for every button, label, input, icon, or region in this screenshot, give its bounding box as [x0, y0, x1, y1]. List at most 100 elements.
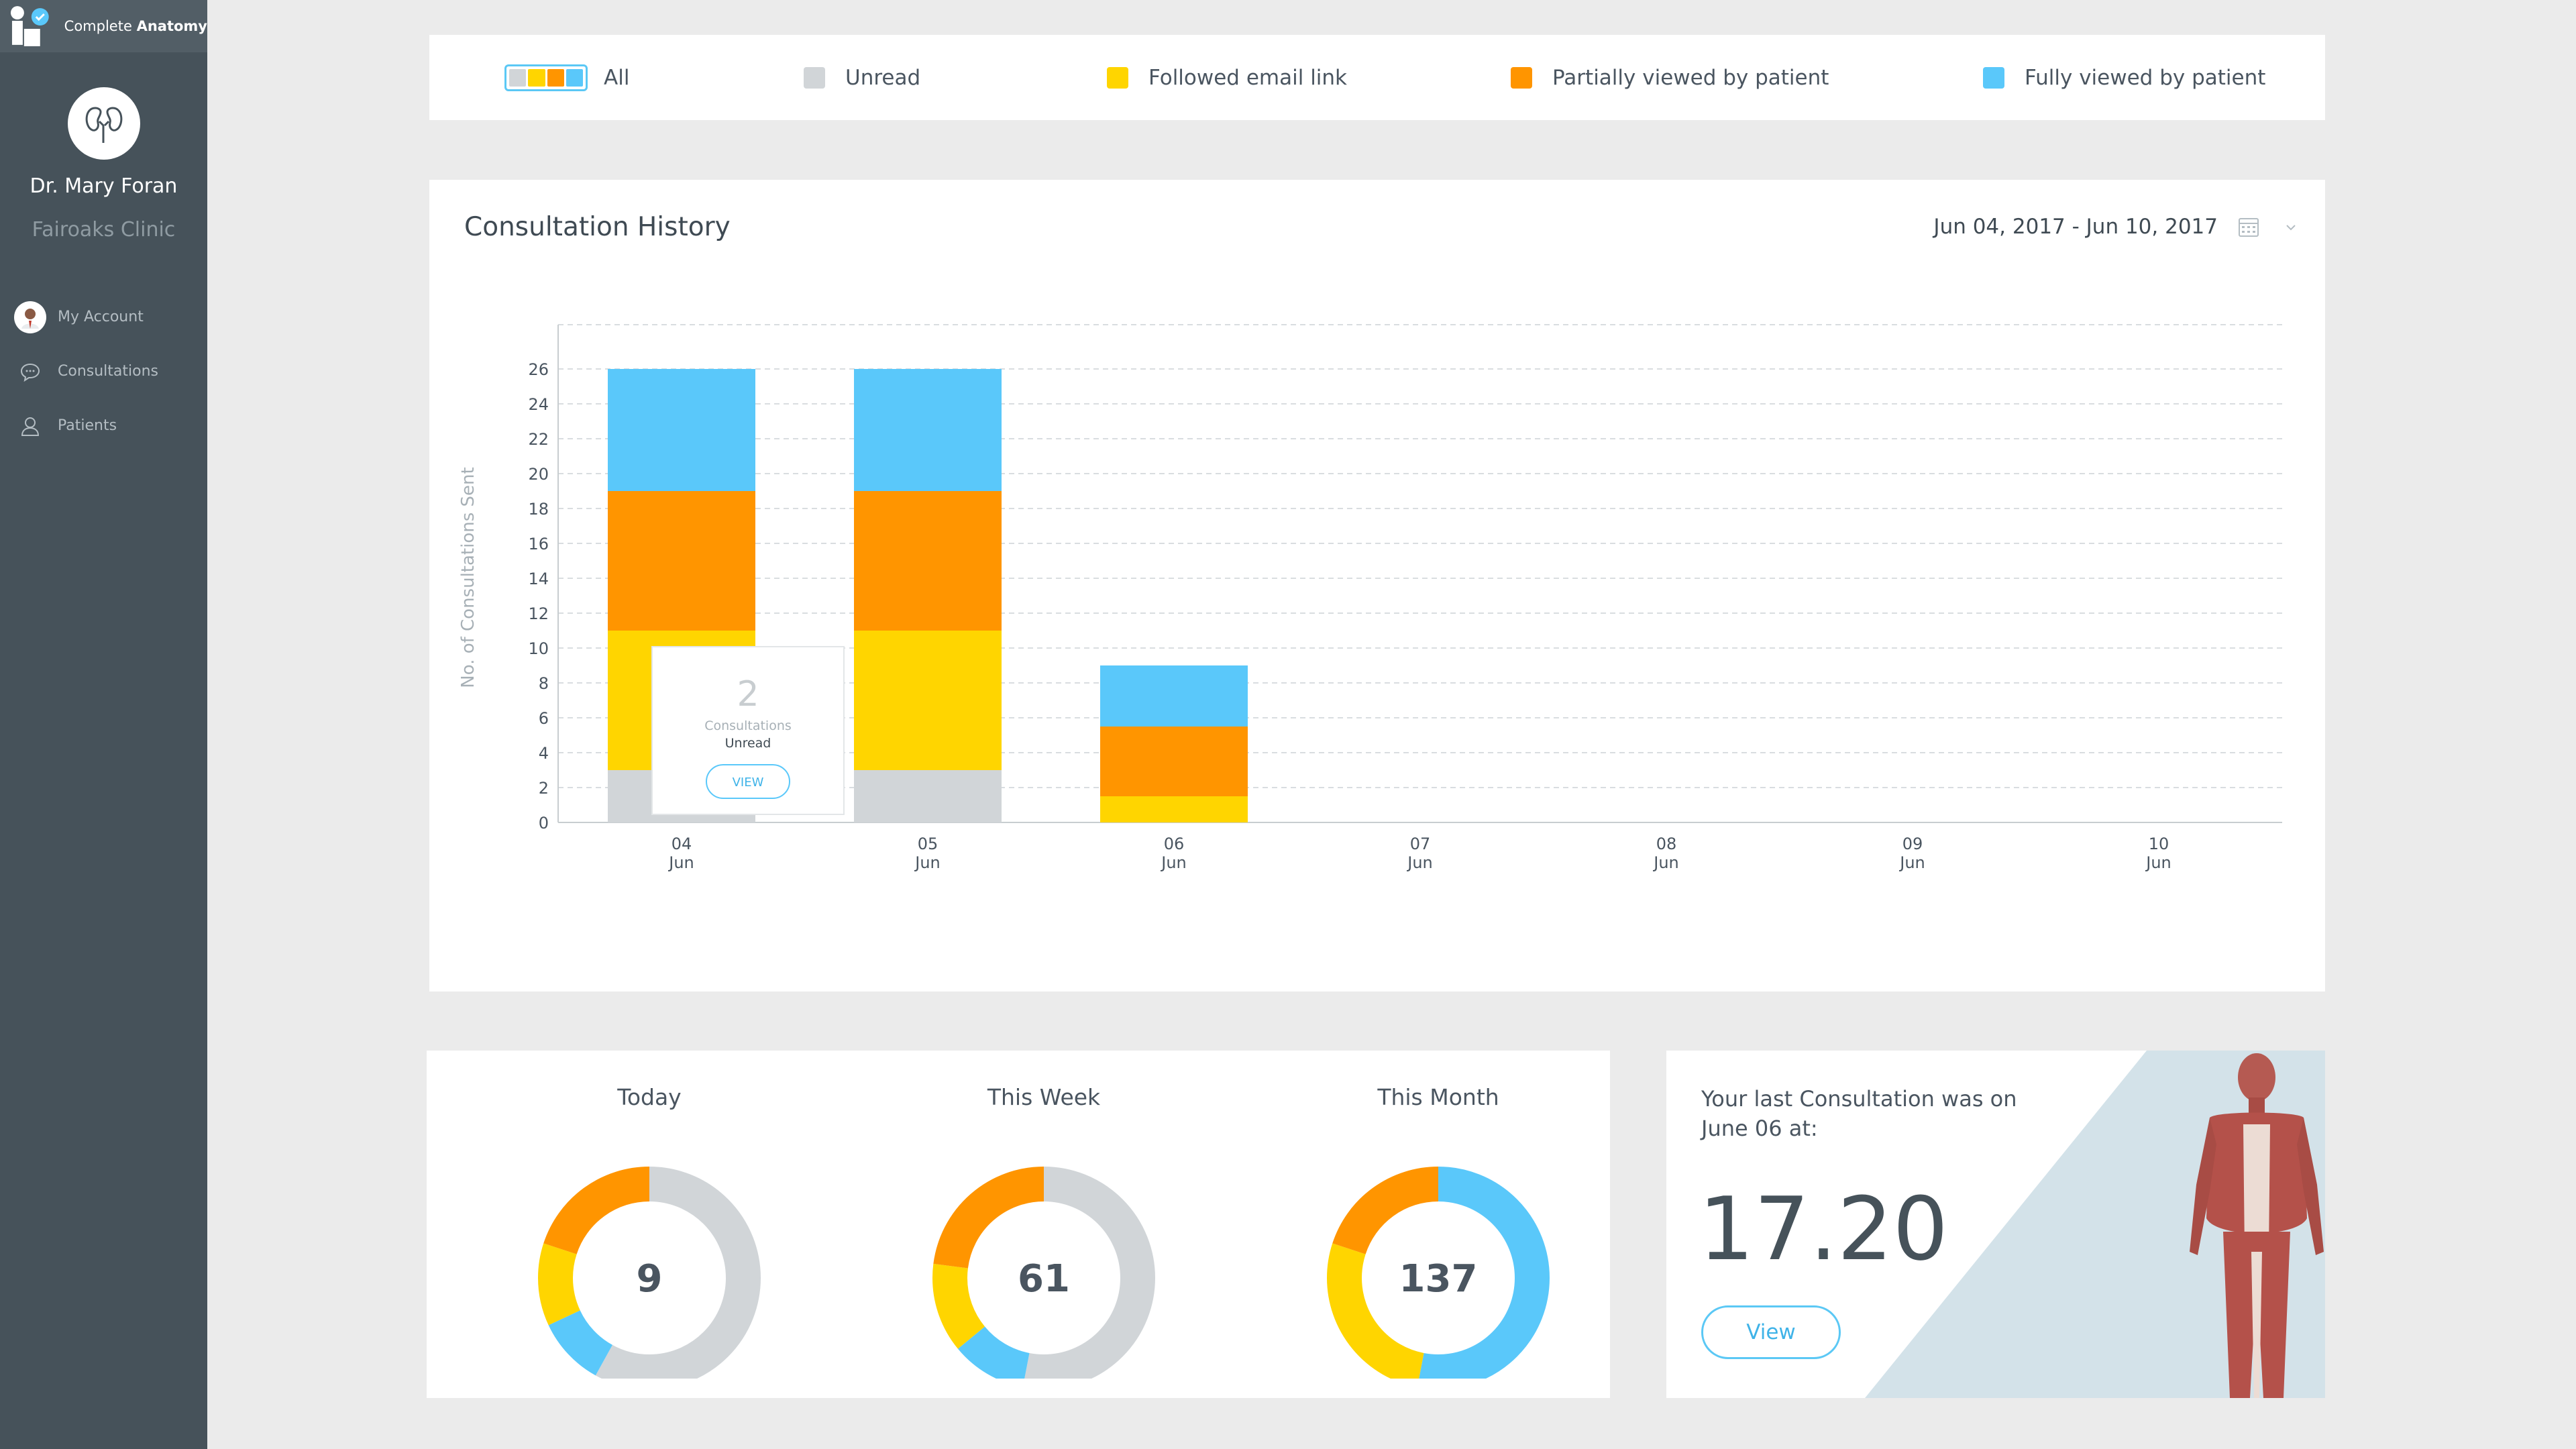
bar-tooltip: 2 Consultations Unread VIEW [651, 646, 845, 815]
y-tick-label: 20 [528, 465, 549, 484]
y-tick-label: 8 [539, 674, 549, 693]
donut-segment [538, 1167, 761, 1389]
stats-card: Today 9 This Week 61 This Month 137 [427, 1051, 1610, 1398]
x-tick-month: Jun [1898, 853, 1925, 872]
sidebar-item-my-account[interactable]: My Account [0, 290, 207, 344]
bar-segment [854, 369, 1002, 491]
tooltip-view-button[interactable] [706, 764, 790, 799]
y-tick-label: 6 [539, 709, 549, 728]
filter-full[interactable]: Fully viewed by patient [1983, 66, 2265, 90]
view-last-consultation-button[interactable]: View [1701, 1305, 1841, 1359]
bar-segment [608, 369, 755, 491]
unread-swatch-icon [804, 66, 825, 89]
history-title: Consultation History [464, 212, 731, 242]
today-donut-chart[interactable]: 9 [515, 1110, 784, 1389]
month-donut-chart[interactable]: 137 [1304, 1110, 1572, 1389]
last-consultation-card: Your last Consultation was on June 06 at… [1666, 1051, 2325, 1398]
week-donut-chart[interactable]: 61 [910, 1110, 1178, 1389]
tooltip-line1: Consultations [704, 718, 792, 733]
x-tick-day: 05 [918, 835, 938, 853]
donut-segment [1327, 1167, 1550, 1389]
y-tick-label: 2 [539, 779, 549, 798]
stat-week: This Week 61 [910, 1051, 1178, 1389]
bar-segment [608, 491, 755, 631]
y-tick-label: 24 [528, 395, 549, 414]
donut-segment [932, 1167, 1155, 1389]
partial-swatch-icon [1511, 66, 1532, 89]
sidebar-item-consultations[interactable]: Consultations [0, 344, 207, 398]
stat-today-label: Today [617, 1084, 682, 1110]
anatomy-background [1865, 1051, 2325, 1398]
person-icon [13, 409, 47, 443]
chevron-down-icon[interactable] [2284, 220, 2298, 235]
profile-section: Dr. Mary Foran Fairoaks Clinic [0, 52, 207, 241]
y-tick-label: 16 [528, 535, 549, 553]
filter-full-label: Fully viewed by patient [2025, 65, 2266, 90]
x-tick-day: 10 [2149, 835, 2169, 853]
calendar-icon[interactable] [2237, 215, 2261, 239]
stat-week-label: This Week [987, 1084, 1101, 1110]
last-consultation-time: 17.20 [1699, 1178, 1949, 1280]
donut-segment [1327, 1167, 1550, 1389]
x-tick-day: 04 [672, 835, 692, 853]
app-logo-icon [10, 6, 49, 46]
last-consultation-text: Your last Consultation was on June 06 at… [1701, 1086, 2017, 1141]
followed-swatch-icon [1107, 66, 1128, 89]
donut-segment [538, 1167, 761, 1389]
filter-followed-label: Followed email link [1148, 65, 1348, 90]
donut-total: 9 [637, 1257, 663, 1301]
bar-segment [1100, 665, 1248, 727]
x-tick-month: Jun [2145, 853, 2171, 872]
sidebar-nav: My Account Consultations Patients [0, 290, 207, 453]
x-tick-month: Jun [914, 853, 941, 872]
bar-segment [1100, 727, 1248, 796]
filter-all[interactable]: All [504, 64, 629, 91]
y-axis-label: No. of Consultations Sent [458, 467, 478, 688]
date-range-picker[interactable]: Jun 04, 2017 - Jun 10, 2017 [1933, 215, 2218, 239]
kidney-icon [85, 107, 122, 143]
filter-partial[interactable]: Partially viewed by patient [1511, 66, 1829, 90]
sidebar-item-label: Patients [58, 417, 117, 434]
x-tick-day: 07 [1410, 835, 1431, 853]
bar-segment [1100, 796, 1248, 822]
bar-segment [854, 631, 1002, 770]
y-tick-label: 14 [528, 570, 549, 588]
sidebar: Complete Anatomy Dr. Mary Foran Fairoaks… [0, 0, 207, 1449]
filter-unread[interactable]: Unread [804, 66, 920, 90]
tooltip-value: 2 [737, 674, 759, 714]
tooltip-line2: Unread [725, 736, 771, 751]
stat-month-label: This Month [1377, 1084, 1499, 1110]
y-tick-label: 18 [528, 500, 549, 519]
x-tick-day: 06 [1164, 835, 1185, 853]
y-tick-label: 0 [539, 814, 549, 833]
sidebar-item-patients[interactable]: Patients [0, 398, 207, 453]
y-tick-label: 4 [539, 744, 549, 763]
muscle-figure-icon [2190, 1053, 2324, 1398]
stat-month: This Month 137 [1304, 1051, 1572, 1389]
stat-today: Today 9 [515, 1051, 784, 1389]
clinic-name: Fairoaks Clinic [32, 218, 176, 241]
filter-followed[interactable]: Followed email link [1107, 66, 1347, 90]
consultation-history-card: Consultation History Jun 04, 2017 - Jun … [429, 180, 2325, 991]
x-tick-month: Jun [1652, 853, 1679, 872]
sidebar-item-label: My Account [58, 309, 144, 325]
filter-partial-label: Partially viewed by patient [1552, 65, 1829, 90]
x-tick-month: Jun [667, 853, 694, 872]
y-tick-label: 26 [528, 360, 549, 379]
bar-segment [854, 770, 1002, 822]
bar-segment [854, 491, 1002, 631]
donut-segment [932, 1167, 1155, 1389]
x-tick-day: 09 [1902, 835, 1923, 853]
y-tick-label: 22 [528, 430, 549, 449]
chat-bubble-icon [13, 355, 47, 388]
x-tick-day: 08 [1656, 835, 1677, 853]
all-swatch-icon [504, 64, 588, 91]
clinic-avatar[interactable] [67, 87, 140, 160]
filter-all-label: All [604, 65, 630, 90]
tooltip-view-label: VIEW [733, 775, 764, 790]
brand-bar[interactable]: Complete Anatomy [0, 0, 207, 52]
donut-total: 137 [1399, 1257, 1478, 1301]
y-tick-label: 10 [528, 639, 549, 658]
full-swatch-icon [1983, 66, 2004, 89]
